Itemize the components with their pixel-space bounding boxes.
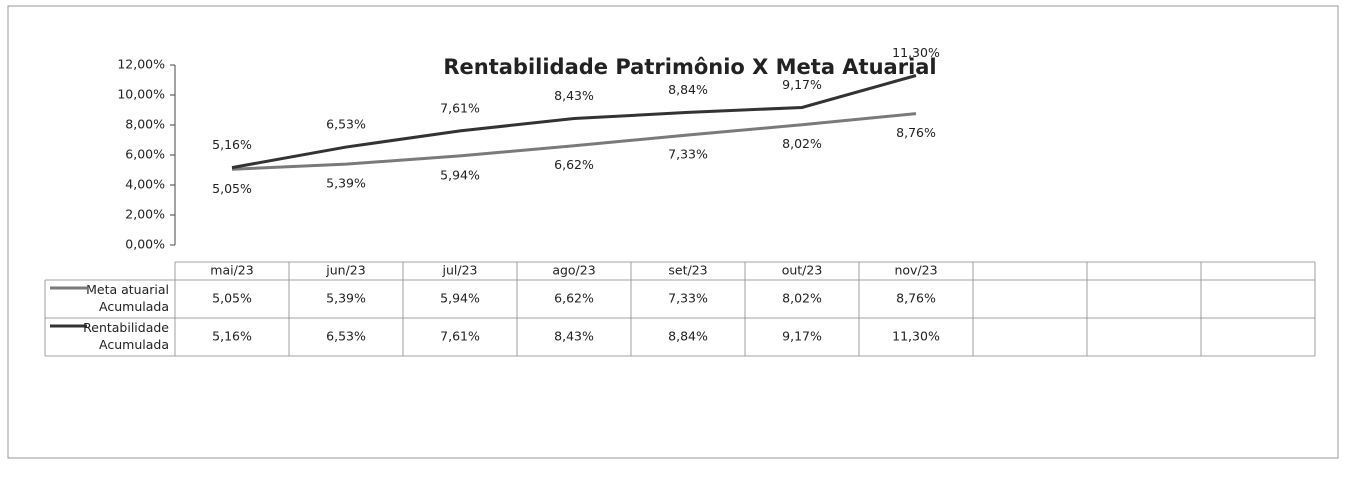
data-label: 7,61%	[440, 100, 480, 115]
data-label: 9,17%	[782, 77, 822, 92]
x-tick-label: set/23	[668, 263, 707, 278]
table-cell: 7,61%	[440, 329, 480, 344]
y-tick-label: 2,00%	[125, 207, 165, 222]
table-cell: 5,94%	[440, 291, 480, 306]
y-tick-label: 8,00%	[125, 117, 165, 132]
x-tick-label: nov/23	[894, 263, 937, 278]
x-tick-label: ago/23	[552, 263, 595, 278]
data-label: 8,02%	[782, 136, 822, 151]
y-tick-label: 0,00%	[125, 237, 165, 252]
data-label: 5,16%	[212, 137, 252, 152]
data-label: 6,53%	[326, 117, 366, 132]
legend-label: Meta atuarial Acumulada	[86, 282, 169, 314]
table-cell: 6,53%	[326, 329, 366, 344]
chart-title: Rentabilidade Patrimônio X Meta Atuarial	[443, 55, 936, 79]
data-label: 6,62%	[554, 157, 594, 172]
x-tick-label: jun/23	[325, 263, 365, 278]
x-tick-label: jul/23	[442, 263, 478, 278]
data-label: 8,76%	[896, 125, 936, 140]
table-cell: 9,17%	[782, 329, 822, 344]
data-label: 5,94%	[440, 167, 480, 182]
data-label: 5,05%	[212, 181, 252, 196]
data-label: 8,43%	[554, 88, 594, 103]
legend-label: Rentabilidade Acumulada	[83, 320, 169, 352]
data-label: 8,84%	[668, 82, 708, 97]
data-label: 11,30%	[892, 45, 940, 60]
data-label: 5,39%	[326, 176, 366, 191]
y-tick-label: 12,00%	[117, 57, 165, 72]
y-tick-label: 6,00%	[125, 147, 165, 162]
y-tick-label: 10,00%	[117, 87, 165, 102]
table-cell: 5,05%	[212, 291, 252, 306]
table-cell: 7,33%	[668, 291, 708, 306]
table-cell: 5,16%	[212, 329, 252, 344]
table-cell: 8,02%	[782, 291, 822, 306]
table-cell: 5,39%	[326, 291, 366, 306]
chart-frame	[7, 5, 1339, 459]
table-cell: 6,62%	[554, 291, 594, 306]
table-cell: 8,43%	[554, 329, 594, 344]
y-tick-label: 4,00%	[125, 177, 165, 192]
series-line	[231, 74, 917, 170]
table-cell: 8,76%	[896, 291, 936, 306]
series-line	[231, 112, 917, 171]
x-tick-label: out/23	[782, 263, 823, 278]
table-cell: 11,30%	[892, 329, 940, 344]
table-cell: 8,84%	[668, 329, 708, 344]
x-tick-label: mai/23	[210, 263, 253, 278]
data-label: 7,33%	[668, 147, 708, 162]
